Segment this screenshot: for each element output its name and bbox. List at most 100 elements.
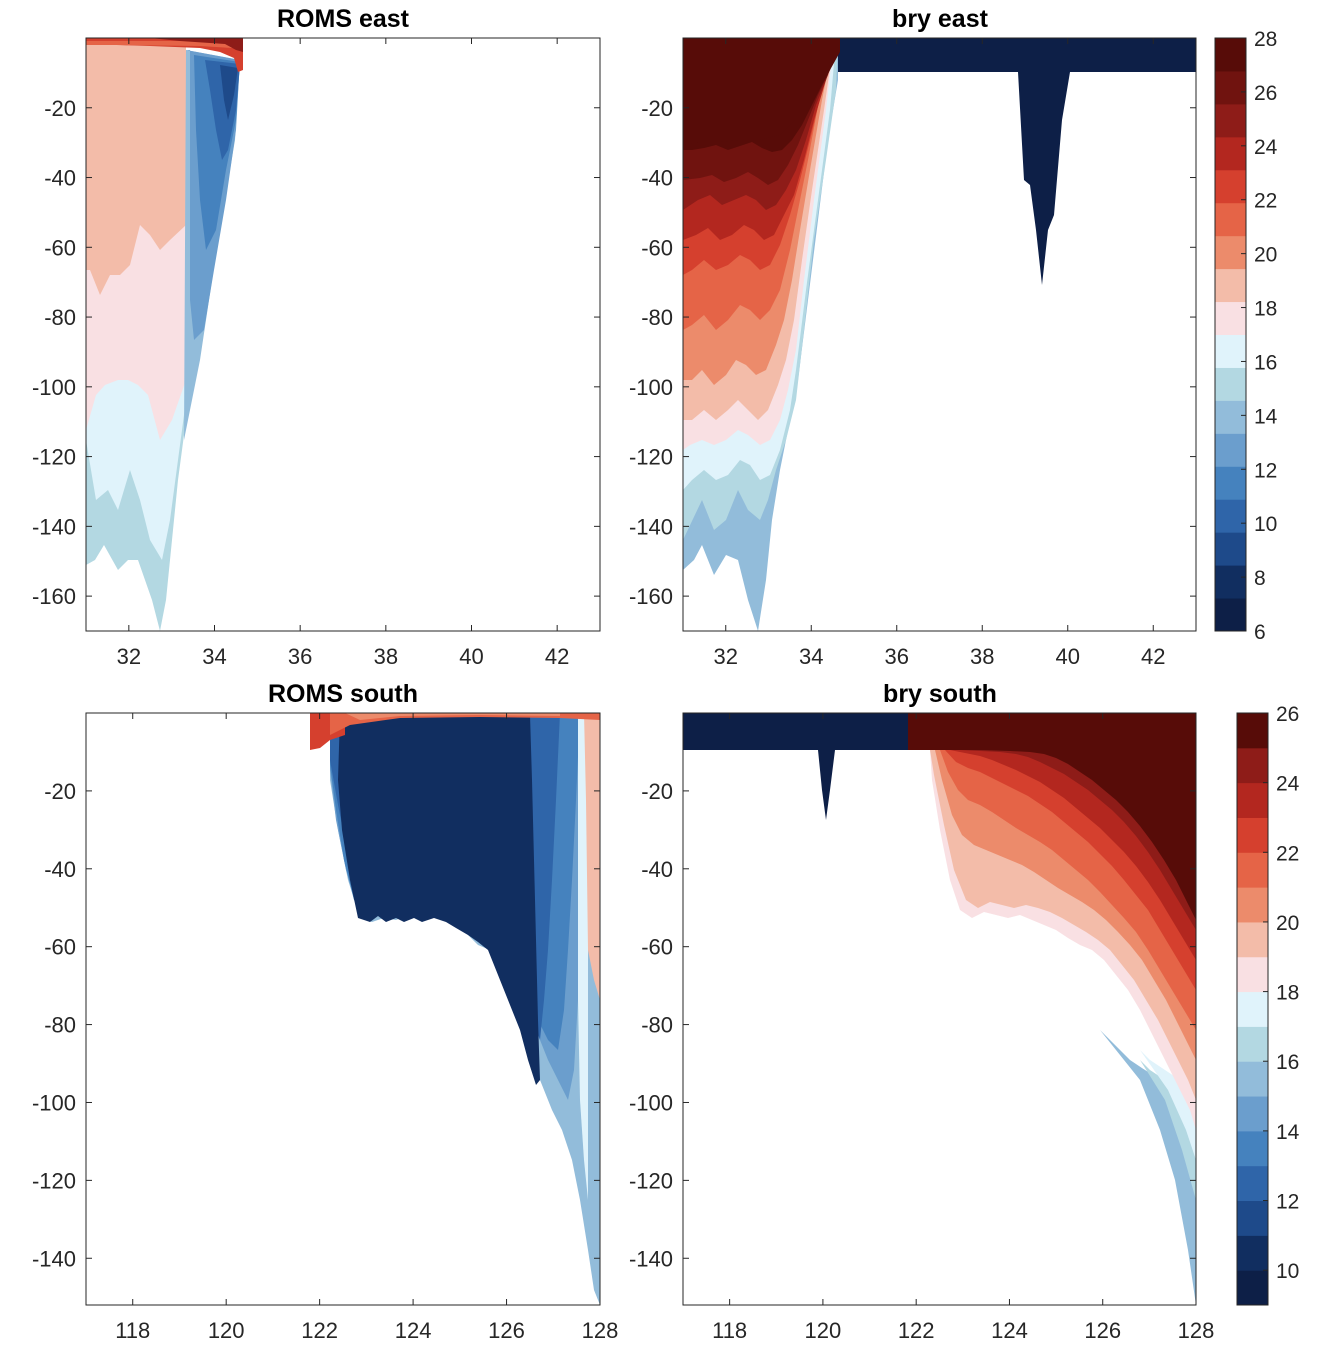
- panel-bry-south: bry south 118 120 122 124 126 128 -20 -40 -60 -80…: [629, 680, 1214, 1343]
- colorbar-segment: [1237, 1061, 1268, 1097]
- colorbar-segment: [1215, 433, 1246, 467]
- x-tick-label: 126: [1084, 1318, 1121, 1343]
- y-tick-label: -60: [44, 935, 76, 960]
- y-tick-label: -120: [32, 445, 76, 470]
- colorbar-tick-label: 16: [1276, 1051, 1299, 1074]
- colorbar-tick-label: 26: [1276, 703, 1299, 726]
- x-tick-label: 32: [714, 644, 738, 669]
- band-28b: [683, 38, 795, 145]
- axis-ticks: 32 34 36 38 40 42 -20 -40 -60 -80 -100 -120 -140 -160: [629, 38, 1196, 669]
- colorbar-frame: [1214, 37, 1247, 632]
- colorbar-tick-label: 22: [1276, 842, 1299, 865]
- colorbar-tick-label: 10: [1254, 513, 1277, 536]
- x-tick-label: 120: [805, 1318, 842, 1343]
- x-tick-label: 128: [1178, 1318, 1215, 1343]
- band-surface-22: [86, 41, 232, 48]
- heatmap-field: [310, 713, 600, 1305]
- colorbar-frame: [1236, 712, 1269, 1306]
- colorbar-tick-label: 24: [1276, 773, 1300, 796]
- y-tick-label: -100: [32, 1090, 76, 1115]
- colorbar-segment: [1237, 956, 1268, 993]
- colorbar-segment: [1237, 1130, 1268, 1167]
- y-tick-label: -140: [32, 1246, 76, 1271]
- band-10: [220, 65, 238, 120]
- band-26: [908, 713, 1196, 920]
- y-tick-label: -20: [641, 96, 673, 121]
- x-tick-label: 42: [545, 644, 569, 669]
- panel-title: ROMS south: [268, 680, 418, 708]
- y-tick-label: -40: [44, 166, 76, 191]
- colorbar-tick-label: 18: [1254, 298, 1277, 321]
- colorbar-tick-label: 6: [1254, 621, 1266, 644]
- band-surface-24: [86, 38, 243, 72]
- colorbar-segment: [1237, 1200, 1268, 1236]
- colorbar-tick-label: 22: [1254, 190, 1277, 213]
- colorbar-segment: [1237, 852, 1268, 888]
- band-10: [338, 715, 540, 1085]
- x-tick-label: 38: [374, 644, 398, 669]
- colorbar-tick-label: 26: [1254, 82, 1277, 105]
- y-tick-label: -20: [44, 779, 76, 804]
- heatmap-field: [683, 38, 1196, 631]
- x-tick-label: 36: [288, 644, 312, 669]
- colorbar-tick-label: 24: [1254, 136, 1278, 159]
- colorbar-tick-label: 28: [1254, 28, 1277, 51]
- band-19: [86, 44, 186, 295]
- x-tick-label: 118: [115, 1318, 150, 1343]
- x-tick-label: 42: [1141, 644, 1165, 669]
- y-tick-label: -60: [641, 935, 673, 960]
- colorbar-segment: [1215, 136, 1246, 171]
- colorbar-segment: [1215, 301, 1246, 335]
- colorbar-segment: [1215, 169, 1246, 204]
- colorbar-segment: [1215, 268, 1246, 303]
- colorbar-south: 10 12 14 16 18 20 22 24 26: [1236, 703, 1300, 1306]
- colorbar-segment: [1237, 921, 1268, 958]
- colorbar-segment: [1215, 38, 1246, 72]
- x-tick-label: 124: [395, 1318, 432, 1343]
- panel-roms-south: ROMS south 118 120 122 124 126 128 -20 -40 -60 -8…: [32, 680, 618, 1343]
- colorbar-tick-label: 16: [1254, 351, 1277, 374]
- x-tick-label: 122: [301, 1318, 338, 1343]
- axis-ticks: 118 120 122 124 126 128 -20 -40 -60 -80 -100 -120 -1…: [629, 713, 1214, 1343]
- x-tick-label: 126: [488, 1318, 525, 1343]
- heatmap-field: [86, 38, 243, 631]
- x-tick-label: 38: [970, 644, 994, 669]
- axes-box: [682, 712, 1197, 1306]
- x-tick-label: 128: [582, 1318, 619, 1343]
- colorbar-segment: [1237, 1165, 1268, 1202]
- axes-box: [682, 37, 1197, 632]
- panel-bry-east: bry east 32 34 36 38 40 42 -20 -40 -60 -80 -100 -12…: [629, 5, 1197, 669]
- panel-title: bry east: [892, 5, 989, 33]
- colorbar-segment: [1215, 334, 1246, 368]
- colorbar-segment: [1237, 1270, 1268, 1306]
- colorbar-segment: [1215, 202, 1246, 237]
- y-tick-label: -120: [32, 1168, 76, 1193]
- y-tick-label: -140: [629, 514, 673, 539]
- x-tick-label: 40: [459, 644, 483, 669]
- colorbar-segment: [1237, 887, 1268, 923]
- x-tick-label: 122: [898, 1318, 935, 1343]
- colorbar-segment: [1237, 782, 1268, 818]
- heatmap-field: [683, 713, 1196, 1305]
- band-surface-26: [150, 38, 243, 52]
- colorbar-segment: [1215, 400, 1246, 434]
- band-9: [683, 713, 908, 820]
- x-tick-label: 120: [208, 1318, 245, 1343]
- colorbar-segment: [1215, 235, 1246, 270]
- y-tick-label: -100: [629, 1090, 673, 1115]
- y-tick-label: -40: [641, 857, 673, 882]
- colorbar-segment: [1237, 817, 1268, 853]
- y-tick-label: -40: [641, 166, 673, 191]
- y-tick-label: -100: [32, 375, 76, 400]
- y-tick-label: -80: [641, 305, 673, 330]
- colorbar-tick-label: 18: [1276, 982, 1299, 1005]
- x-tick-label: 36: [885, 644, 909, 669]
- colorbar-tick-label: 20: [1254, 244, 1277, 267]
- axis-ticks: 118 120 122 124 126 128 -20 -40 -60 -80 -100 -120 -1…: [32, 713, 618, 1343]
- colorbar-segment: [1215, 598, 1246, 632]
- x-tick-label: 118: [712, 1318, 747, 1343]
- panel-title: ROMS east: [277, 5, 410, 33]
- y-tick-label: -80: [641, 1013, 673, 1038]
- axes-box: [85, 37, 601, 632]
- band-6: [838, 38, 1196, 285]
